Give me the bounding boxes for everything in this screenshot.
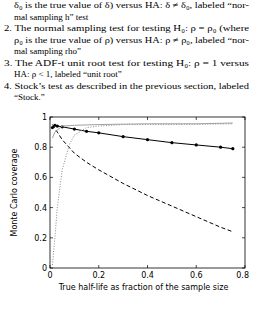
y-tick-label: 1 xyxy=(42,113,47,122)
x-tick xyxy=(196,117,197,120)
series-line xyxy=(52,125,232,148)
series-marker xyxy=(85,130,88,133)
series-line xyxy=(52,125,232,232)
series-marker xyxy=(122,135,125,138)
y-tick-label: 0.6 xyxy=(34,173,47,182)
y-tick xyxy=(242,237,245,238)
y-axis-label: Monte Carlo coverage xyxy=(10,148,19,236)
series-marker xyxy=(146,138,149,141)
x-tick xyxy=(147,265,148,268)
x-tick-label: 0.8 xyxy=(236,271,249,280)
x-tick xyxy=(147,117,148,120)
x-tick xyxy=(50,117,51,120)
x-tick xyxy=(50,265,51,268)
page: δ₀ is the true value of δ) versus HA: δ … xyxy=(0,0,253,312)
y-tick-label: 0.2 xyxy=(34,234,47,243)
y-tick xyxy=(242,268,245,269)
y-tick xyxy=(50,207,53,208)
x-tick-label: 0 xyxy=(47,271,52,280)
x-tick xyxy=(245,117,246,120)
x-tick-label: 0.6 xyxy=(190,271,203,280)
y-tick xyxy=(50,237,53,238)
y-tick xyxy=(242,117,245,118)
x-tick-label: 0.2 xyxy=(92,271,105,280)
text-line: mal sampling rho” xyxy=(14,46,81,56)
series-marker xyxy=(231,147,234,150)
series-marker xyxy=(195,143,198,146)
text-line: HA: ρ < 1, labeled “unit root” xyxy=(14,69,122,79)
plot-frame xyxy=(50,117,245,268)
series-marker xyxy=(97,131,100,134)
series-line xyxy=(52,124,232,265)
x-tick xyxy=(98,117,99,120)
y-tick xyxy=(242,207,245,208)
y-tick xyxy=(50,147,53,148)
series-marker xyxy=(56,124,59,127)
y-tick xyxy=(50,117,53,118)
y-tick xyxy=(242,147,245,148)
y-tick xyxy=(50,268,53,269)
series-marker xyxy=(170,141,173,144)
x-tick-label: 0.4 xyxy=(141,271,154,280)
y-tick xyxy=(242,177,245,178)
chart: 0 0.2 0.4 0.6 0.8 1 0 0.2 0.4 0.6 0.8 True half-lif… xyxy=(10,113,249,292)
text-line: 4. Stock’s test as described in the prev… xyxy=(4,81,250,91)
x-tick xyxy=(98,265,99,268)
series-marker xyxy=(73,127,76,130)
x-tick xyxy=(196,265,197,268)
text-line: δ₀ is the true value of δ) versus HA: δ … xyxy=(14,0,249,10)
x-axis-label: True half-life as fraction of the sample… xyxy=(58,283,229,292)
text-line: “Stock.” xyxy=(14,92,45,102)
series-line xyxy=(52,123,232,138)
y-tick-label: 0.8 xyxy=(34,143,47,152)
y-tick-label: 0.4 xyxy=(34,204,47,213)
y-tick-label: 0 xyxy=(42,264,47,273)
x-tick xyxy=(245,265,246,268)
y-tick xyxy=(50,177,53,178)
text-line: mal sampling h” test xyxy=(14,12,89,22)
text-line: 3. The ADF-t unit root test for testing … xyxy=(4,58,250,68)
series-marker xyxy=(219,146,222,149)
plot-area xyxy=(51,123,235,265)
text-line: ρ₀ is the true value of ρ) versus HA: ρ … xyxy=(14,35,249,45)
text-line: 2. The normal sampling test for testing … xyxy=(4,23,249,33)
body-text: δ₀ is the true value of δ) versus HA: δ … xyxy=(4,0,250,102)
